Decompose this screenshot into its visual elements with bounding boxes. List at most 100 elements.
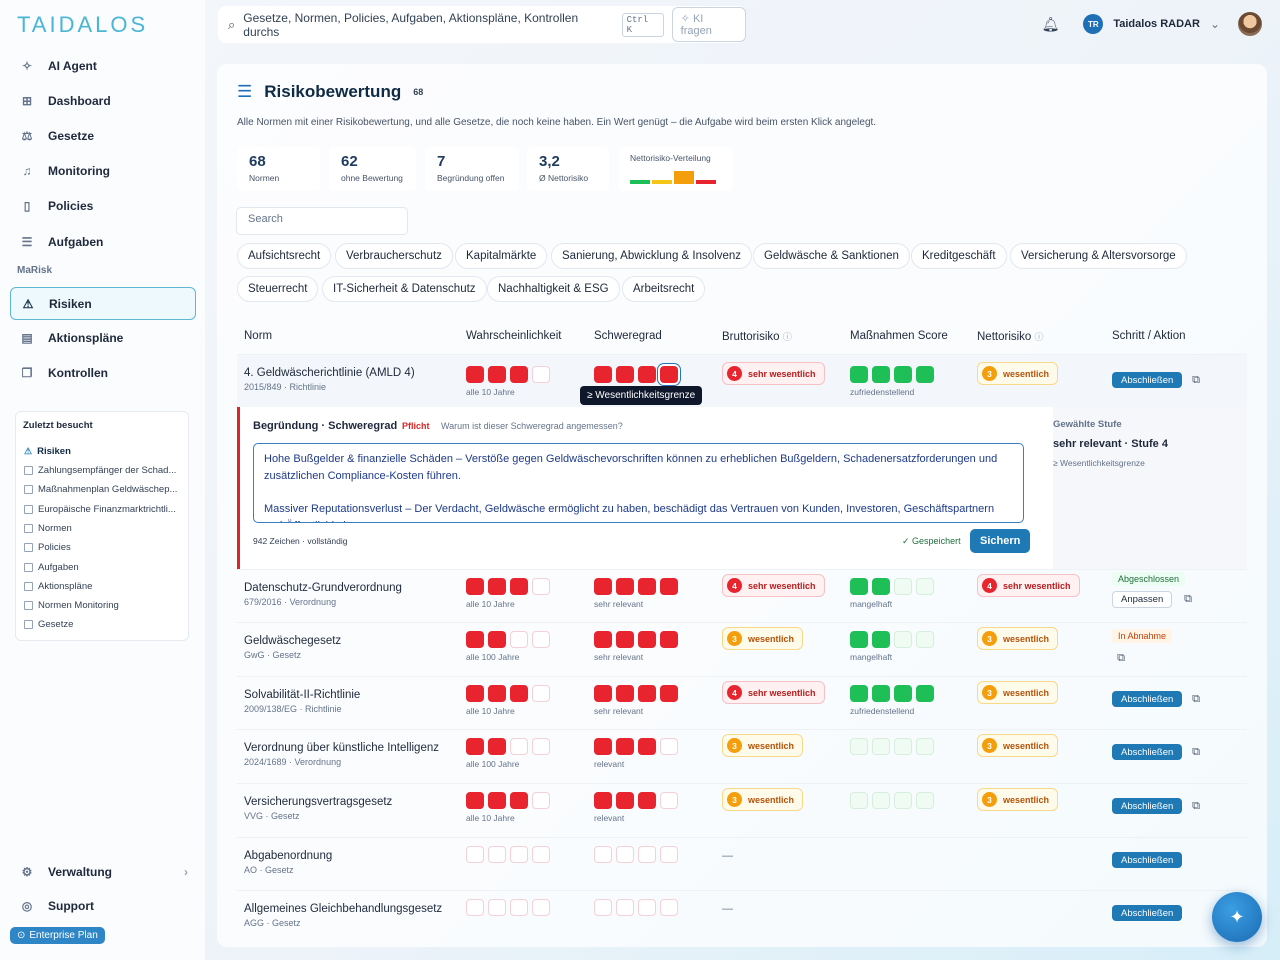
- recent-item[interactable]: Aufgaben: [24, 560, 186, 574]
- rating-square[interactable]: [894, 738, 912, 755]
- rating-square[interactable]: [894, 631, 912, 648]
- nav-monitoring[interactable]: ♫ Monitoring: [10, 154, 196, 187]
- rating-square[interactable]: [660, 578, 678, 595]
- rating-square[interactable]: [532, 631, 550, 648]
- adjust-button[interactable]: Anpassen: [1112, 591, 1173, 608]
- norm-name[interactable]: Abgabenordnung: [244, 850, 333, 862]
- logo[interactable]: TAIDALOS: [17, 12, 149, 37]
- rating-scale[interactable]: [466, 738, 550, 755]
- rating-square[interactable]: [594, 846, 612, 863]
- rating-square[interactable]: [850, 685, 868, 702]
- header-net-risk[interactable]: Nettorisiko ⓘ: [977, 330, 1044, 343]
- rating-square[interactable]: [532, 846, 550, 863]
- rating-square[interactable]: [638, 846, 656, 863]
- rating-scale[interactable]: [466, 792, 550, 809]
- rating-square[interactable]: [616, 578, 634, 595]
- rating-scale[interactable]: [850, 631, 934, 648]
- save-button[interactable]: Sichern: [970, 529, 1031, 553]
- table-row[interactable]: 4. Geldwäscherichtlinie (AMLD 4) 2015/849…: [237, 354, 1247, 407]
- rating-square[interactable]: [510, 685, 528, 702]
- org-avatar[interactable]: TR: [1083, 14, 1104, 34]
- rating-square[interactable]: [660, 846, 678, 863]
- rating-square[interactable]: [594, 631, 612, 648]
- rating-square[interactable]: [466, 685, 484, 702]
- nav-ai-agent[interactable]: ✧ AI Agent: [10, 49, 196, 82]
- rating-square[interactable]: [638, 792, 656, 809]
- nav-policies[interactable]: ▯ Policies: [10, 189, 196, 222]
- filter-chip[interactable]: Steuerrecht: [237, 276, 319, 302]
- rating-square[interactable]: [466, 366, 484, 383]
- global-search[interactable]: ⌕ Gesetze, Normen, Policies, Aufgaben, A…: [218, 6, 746, 43]
- recent-item[interactable]: Zahlungsempfänger der Schad...: [24, 463, 186, 477]
- external-link-icon[interactable]: ⧉: [1184, 592, 1192, 605]
- rating-square[interactable]: [638, 366, 656, 383]
- rating-scale[interactable]: [594, 899, 678, 916]
- rating-square[interactable]: [850, 792, 868, 809]
- rating-scale[interactable]: [594, 631, 678, 648]
- rating-scale[interactable]: [850, 366, 934, 383]
- plan-badge[interactable]: ⊙ Enterprise Plan: [10, 927, 105, 944]
- norm-name[interactable]: Allgemeines Gleichbehandlungsgesetz: [244, 903, 443, 915]
- rating-square[interactable]: [916, 738, 934, 755]
- rating-square[interactable]: [616, 899, 634, 916]
- rating-square[interactable]: [872, 631, 890, 648]
- header-probability[interactable]: Wahrscheinlichkeit: [466, 330, 562, 342]
- rating-scale[interactable]: [594, 578, 678, 595]
- norm-name[interactable]: Datenschutz-Grundverordnung: [244, 582, 402, 594]
- rating-scale[interactable]: [850, 792, 934, 809]
- ai-assistant-button[interactable]: ✦: [1212, 892, 1262, 942]
- filter-chip[interactable]: Nachhaltigkeit & ESG: [487, 276, 620, 302]
- rating-square[interactable]: [850, 738, 868, 755]
- recent-item[interactable]: Maßnahmenplan Geldwäschep...: [24, 482, 186, 496]
- rating-square[interactable]: [850, 366, 868, 383]
- rating-square[interactable]: [872, 685, 890, 702]
- table-row[interactable]: Versicherungsvertragsgesetz VVG · Gesetz a…: [237, 783, 1247, 837]
- recent-item[interactable]: Aktionspläne: [24, 579, 186, 593]
- nav-support[interactable]: ◎ Support: [10, 889, 196, 922]
- rating-square[interactable]: [532, 366, 550, 383]
- rating-square[interactable]: [616, 846, 634, 863]
- finish-button[interactable]: Abschließen: [1112, 852, 1183, 868]
- header-severity[interactable]: Schweregrad: [594, 330, 662, 342]
- rating-square[interactable]: [616, 366, 634, 383]
- rating-scale[interactable]: [594, 738, 678, 755]
- rating-square[interactable]: [916, 631, 934, 648]
- filter-chip[interactable]: Verbraucherschutz: [335, 243, 453, 269]
- rating-square[interactable]: [488, 899, 506, 916]
- rating-square[interactable]: [916, 366, 934, 383]
- rating-square[interactable]: [660, 366, 678, 383]
- recent-item[interactable]: ⚠ Risiken: [24, 444, 186, 458]
- rating-square[interactable]: [488, 685, 506, 702]
- rating-square[interactable]: [894, 366, 912, 383]
- rating-square[interactable]: [616, 631, 634, 648]
- table-row[interactable]: Allgemeines Gleichbehandlungsgesetz AGG ·…: [237, 890, 1247, 947]
- external-link-icon[interactable]: ⧉: [1192, 373, 1200, 386]
- rating-square[interactable]: [638, 738, 656, 755]
- rating-scale[interactable]: [850, 685, 934, 702]
- external-link-icon[interactable]: ⧉: [1192, 692, 1200, 705]
- table-row[interactable]: Datenschutz-Grundverordnung 679/2016 · Ve…: [237, 569, 1247, 622]
- recent-item[interactable]: Europäische Finanzmarktrichtli...: [24, 502, 186, 516]
- rating-square[interactable]: [894, 685, 912, 702]
- external-link-icon[interactable]: ⧉: [1192, 799, 1200, 812]
- rating-square[interactable]: [532, 685, 550, 702]
- rating-square[interactable]: [660, 899, 678, 916]
- recent-item[interactable]: Gesetze: [24, 617, 186, 631]
- rating-square[interactable]: [532, 792, 550, 809]
- nav-risiken[interactable]: ⚠ Risiken: [10, 287, 196, 320]
- rating-scale[interactable]: [594, 792, 678, 809]
- rating-square[interactable]: [510, 792, 528, 809]
- rating-square[interactable]: [510, 366, 528, 383]
- table-row[interactable]: Abgabenordnung AO · Gesetz — Abschließen: [237, 837, 1247, 890]
- finish-button[interactable]: Abschließen: [1112, 905, 1183, 921]
- rating-scale[interactable]: [594, 366, 678, 383]
- norm-name[interactable]: 4. Geldwäscherichtlinie (AMLD 4): [244, 367, 415, 379]
- header-measures-score[interactable]: Maßnahmen Score: [850, 330, 948, 342]
- rating-square[interactable]: [638, 578, 656, 595]
- rating-square[interactable]: [894, 792, 912, 809]
- external-link-icon[interactable]: ⧉: [1117, 651, 1125, 664]
- rating-square[interactable]: [916, 578, 934, 595]
- filter-chip[interactable]: Kreditgeschäft: [911, 243, 1007, 269]
- rating-square[interactable]: [510, 631, 528, 648]
- rating-square[interactable]: [660, 631, 678, 648]
